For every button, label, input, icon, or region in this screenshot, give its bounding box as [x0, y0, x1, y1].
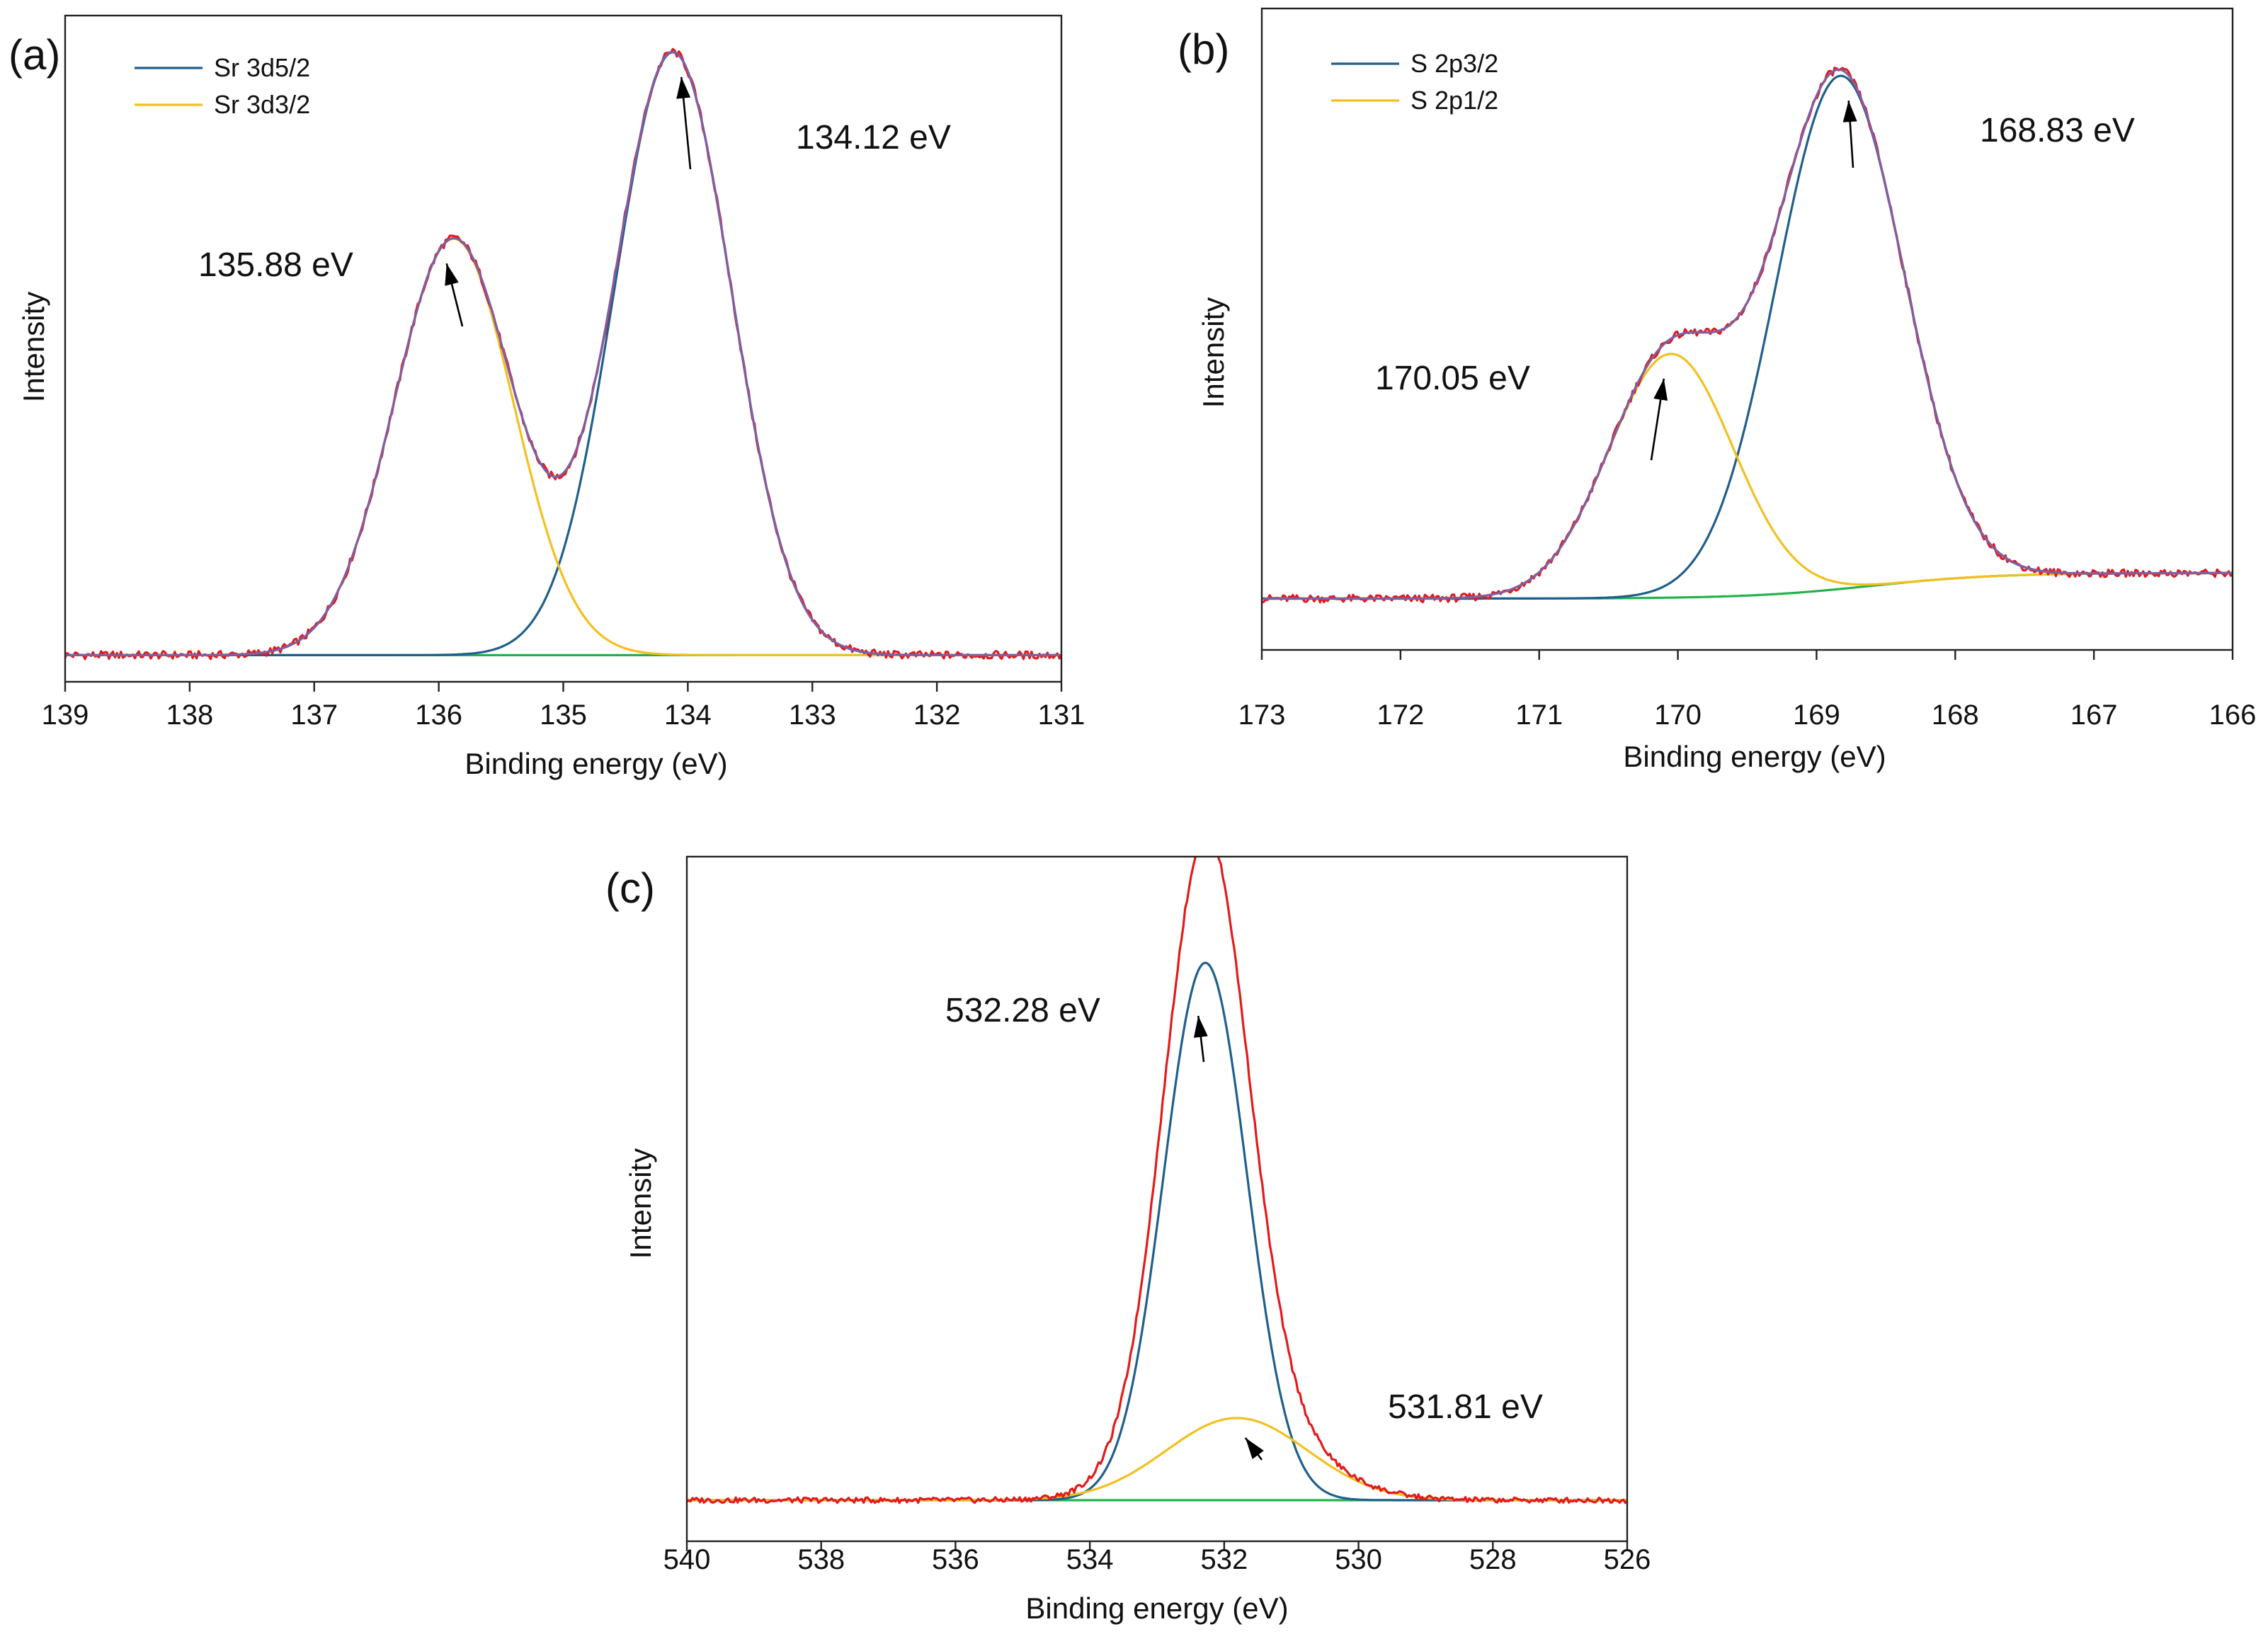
chart-panel-3: 540 538 536 534 532 530 528 526 Binding energy (… [605, 855, 1651, 1625]
chart-panel-1: 139 138 137 136 135 134 133 132 131 Binding energ… [8, 14, 1085, 780]
y-axis-title: Intensity [624, 1148, 657, 1259]
x-axis-title: Binding energy (eV) [1623, 740, 1886, 773]
x-tick-label: 536 [932, 1544, 979, 1575]
raw-spectrum-line [687, 857, 1627, 1504]
annotation-label: 170.05 eV [1375, 360, 1530, 397]
x-tick-label: 171 [1515, 699, 1563, 731]
x-axis-title: Binding energy (eV) [465, 747, 727, 780]
chart-panel-2: 173 172 171 170 169 168 167 166 Binding energy (… [1178, 7, 2257, 773]
x-tick-label: 137 [290, 699, 338, 731]
annotation-label: 531.81 eV [1388, 1388, 1543, 1426]
plot-area [65, 47, 1061, 661]
x-tick-label: 528 [1469, 1544, 1517, 1575]
x-tick-label: 132 [913, 699, 961, 731]
x-tick-label: 131 [1038, 699, 1085, 731]
legend: Sr 3d5/2 Sr 3d3/2 [135, 53, 310, 119]
y-axis-title: Intensity [1197, 297, 1230, 408]
annotation-arrowhead [1653, 378, 1668, 401]
x-tick-label: 166 [2209, 699, 2257, 731]
x-tick-label: 168 [1932, 699, 1979, 731]
annotation-label: 532.28 eV [945, 992, 1100, 1029]
x-tick-label: 540 [663, 1544, 711, 1575]
plot-area [687, 857, 1627, 1504]
annotation-arrowhead [676, 76, 691, 99]
legend-label: S 2p1/2 [1411, 86, 1498, 115]
legend-label: Sr 3d3/2 [214, 90, 310, 119]
envelope-line [65, 50, 1061, 656]
component-line-2 [687, 1417, 1627, 1502]
x-axis-title: Binding energy (eV) [1025, 1592, 1288, 1625]
x-tick-label: 534 [1066, 1544, 1114, 1575]
x-tick-label: 173 [1238, 699, 1286, 731]
envelope-line [1262, 68, 2233, 600]
panel-label: (a) [8, 31, 60, 79]
x-tick-label: 532 [1200, 1544, 1248, 1575]
x-tick-label: 134 [664, 699, 712, 731]
plot-area [1262, 67, 2233, 604]
plot-frame [1260, 7, 2234, 651]
x-tick-label: 136 [415, 699, 462, 731]
annotation-arrowhead [1245, 1437, 1264, 1459]
x-tick-label: 526 [1604, 1544, 1651, 1575]
x-tick-label: 133 [789, 699, 836, 731]
annotation-arrowhead [1193, 1015, 1208, 1038]
legend-label: Sr 3d5/2 [214, 53, 310, 82]
component-line-1 [1262, 74, 2233, 600]
x-tick-label: 167 [2070, 699, 2118, 731]
annotation-arrowhead [1842, 101, 1857, 122]
legend: S 2p3/2 S 2p1/2 [1331, 49, 1498, 115]
raw-spectrum-line [65, 47, 1061, 661]
y-axis-title: Intensity [17, 292, 50, 402]
x-tick-label: 169 [1793, 699, 1840, 731]
annotation-label: 134.12 eV [796, 119, 951, 156]
x-tick-label: 172 [1377, 699, 1424, 731]
plot-frame [685, 855, 1629, 1543]
panel-label: (c) [605, 864, 655, 912]
x-tick-label: 530 [1335, 1544, 1382, 1575]
annotation-label: 135.88 eV [198, 246, 353, 284]
x-tick-label: 138 [166, 699, 214, 731]
legend-label: S 2p3/2 [1411, 49, 1498, 78]
component-line-2 [65, 237, 1061, 656]
x-tick-label: 139 [42, 699, 89, 731]
x-tick-label: 135 [540, 699, 587, 731]
annotation-arrowhead [445, 263, 459, 286]
x-tick-label: 538 [797, 1544, 845, 1575]
panel-label: (b) [1178, 25, 1229, 73]
x-tick-label: 170 [1654, 699, 1702, 731]
annotation-label: 168.83 eV [1980, 112, 2135, 149]
